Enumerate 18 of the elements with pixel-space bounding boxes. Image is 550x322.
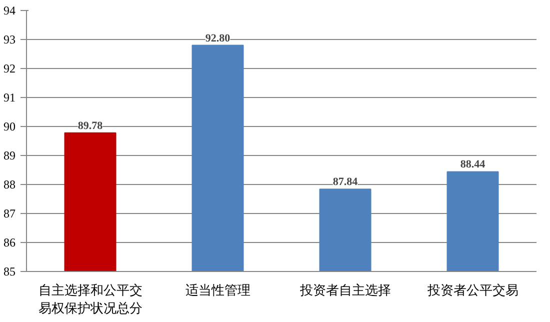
y-tick-label: 90 [4,120,16,134]
y-tick-label: 94 [4,4,16,18]
y-tick-label: 86 [4,236,16,250]
data-label: 87.84 [332,176,358,188]
y-tick-label: 88 [4,178,16,192]
y-tick-label: 92 [4,62,16,76]
x-tick-label: 适当性管理 [185,282,250,298]
data-label: 89.78 [78,120,104,132]
y-tick-label: 91 [4,90,16,104]
y-tick-label: 85 [4,264,16,278]
x-tick-label: 投资者自主选择 [298,282,391,298]
x-tick-label: 投资者公平交易 [426,282,518,298]
y-tick-label: 93 [4,32,16,46]
data-label: 88.44 [460,158,486,171]
y-tick-label: 89 [4,148,16,162]
x-tick-label: 自主选择和公平交易权保护状况总分 [38,282,142,316]
data-label: 92.80 [205,32,231,44]
y-tick-label: 87 [4,206,16,220]
